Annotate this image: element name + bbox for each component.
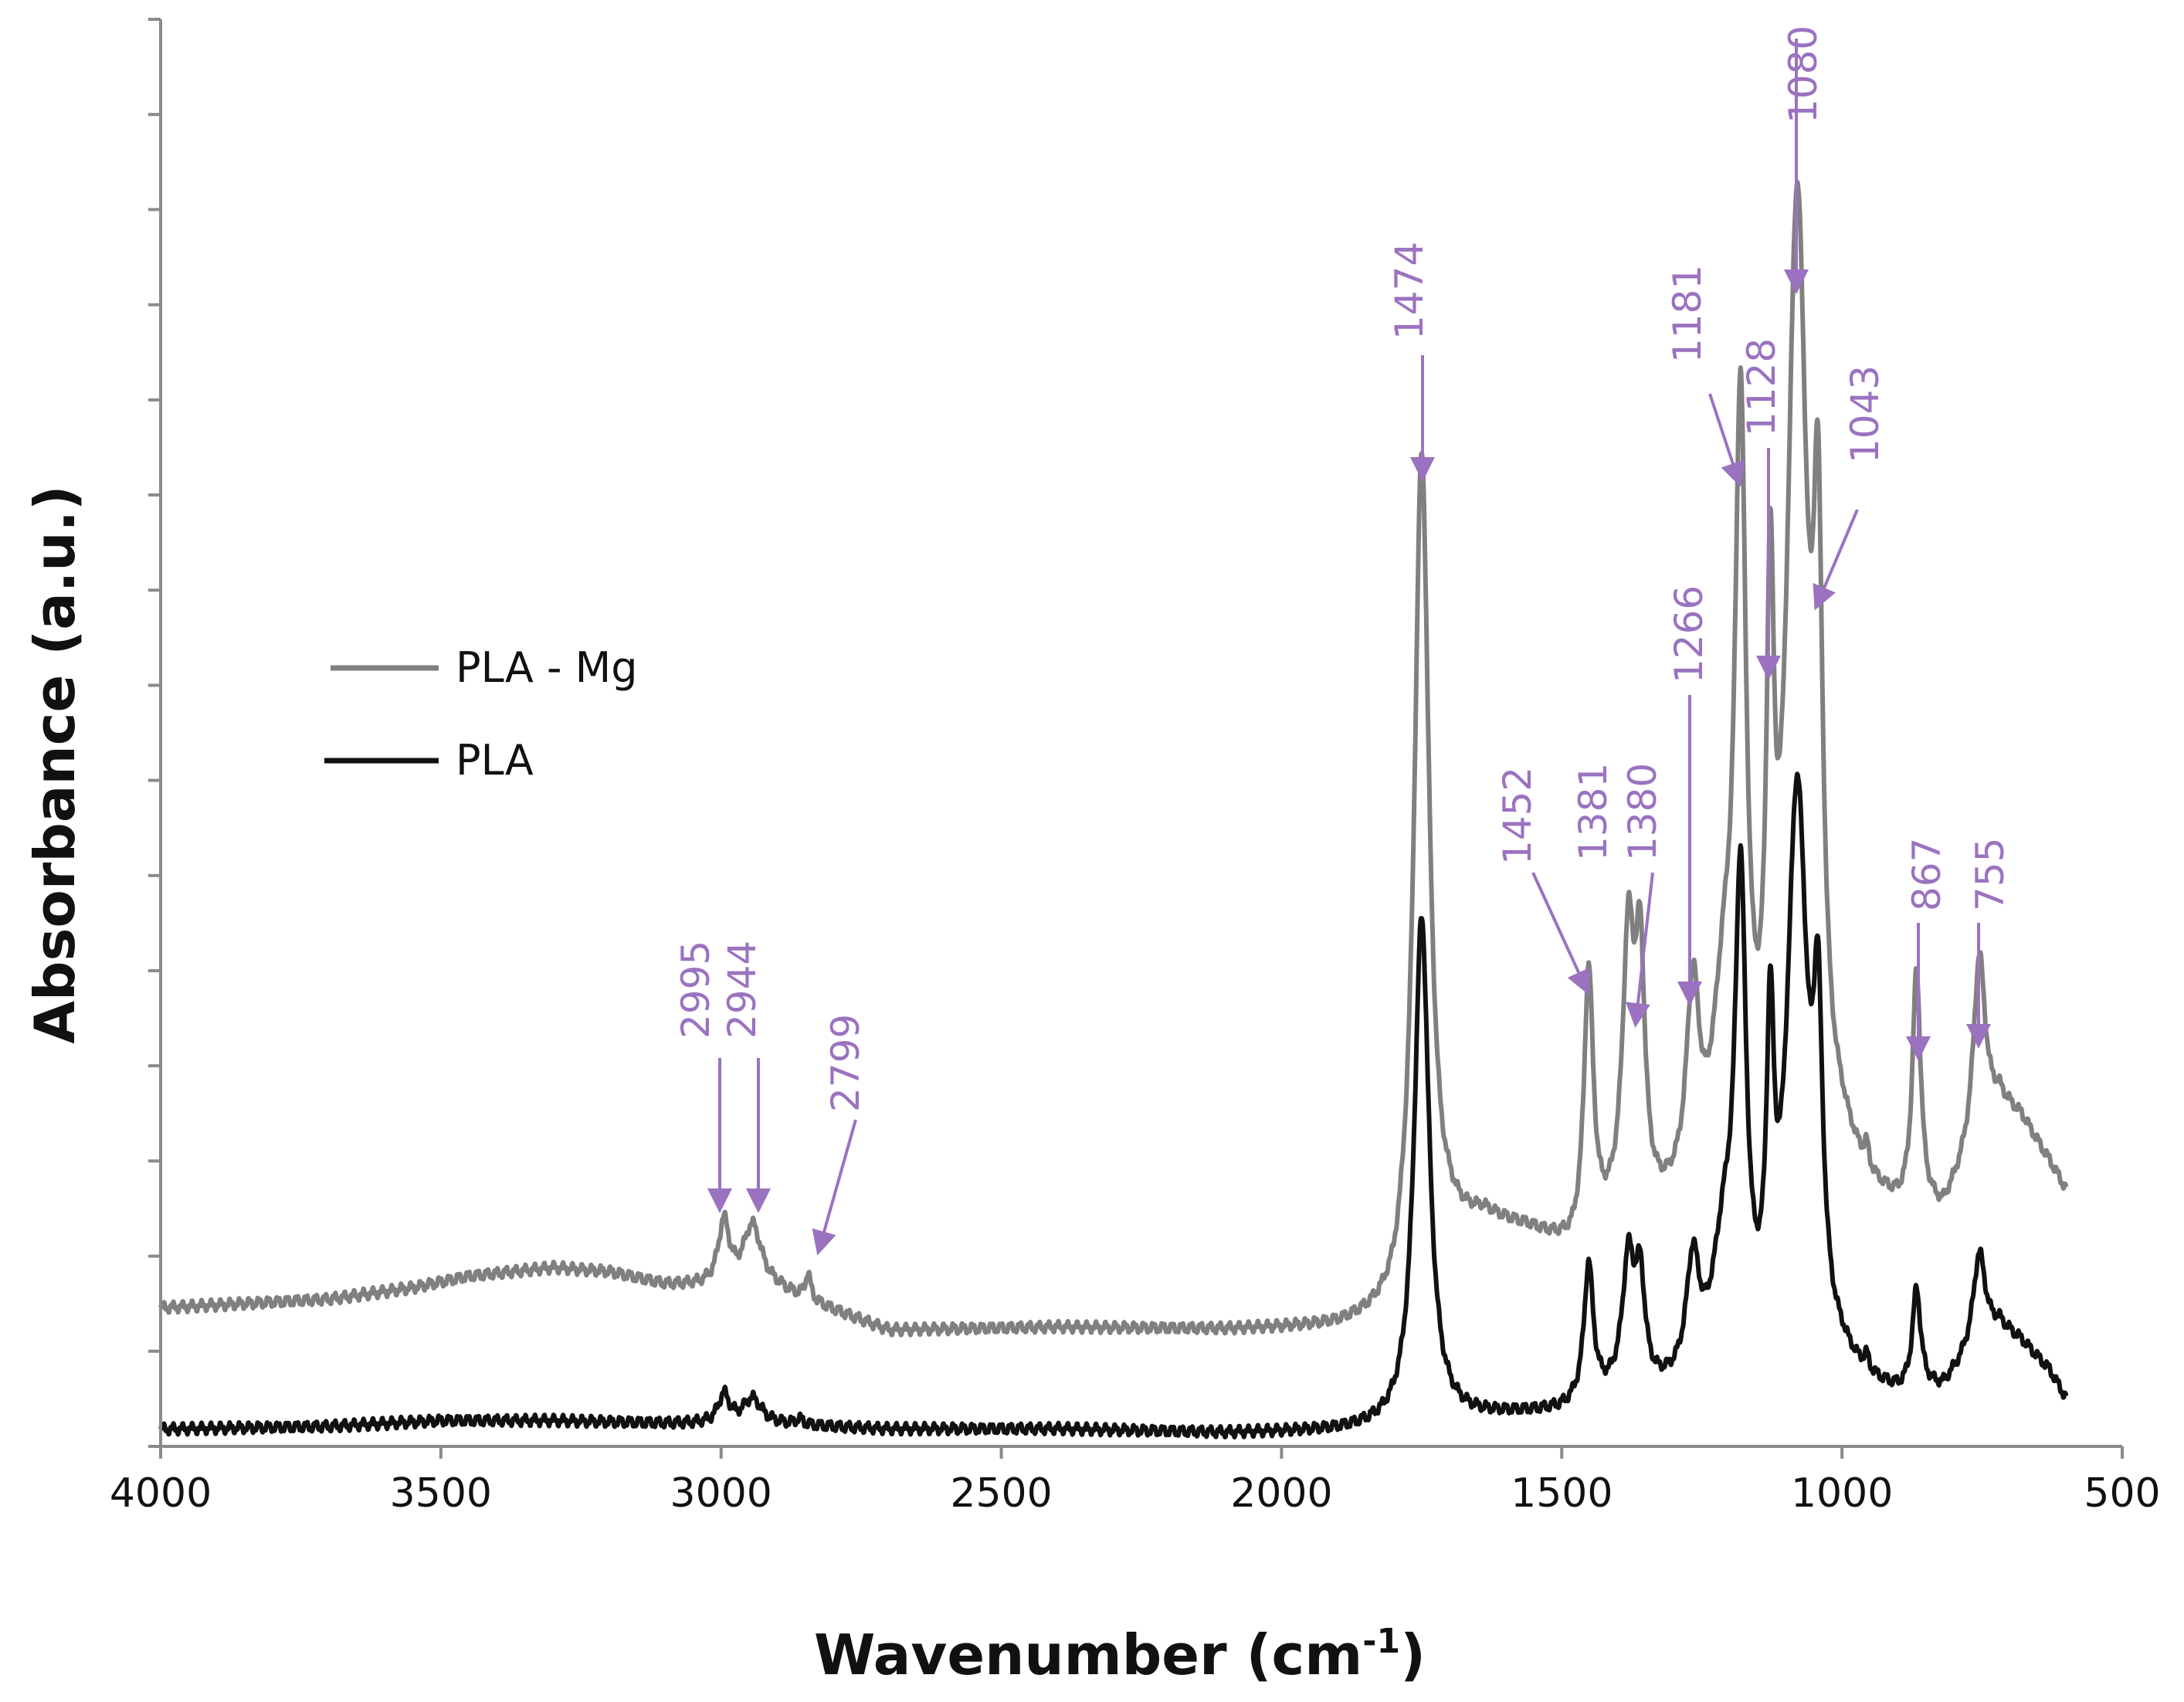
x-tick-label: 4000 — [110, 1470, 212, 1517]
annotation-arrow-1043 — [1813, 509, 1859, 611]
x-tick-label: 3500 — [390, 1470, 492, 1517]
annotation-label-1452: 1452 — [1495, 767, 1540, 865]
annotation-label-755: 755 — [1968, 838, 2013, 911]
annotation-label-2944: 2944 — [720, 941, 765, 1039]
series-layer — [158, 179, 2069, 1439]
x-axis-title: Wavenumber (cm-1) — [814, 1622, 1426, 1687]
x-tick-label: 1000 — [1791, 1470, 1893, 1517]
x-axis-title-tail: ) — [1400, 1622, 1426, 1687]
legend-label-pla-mg: PLA - Mg — [456, 643, 638, 692]
series-line-pla-mg — [158, 179, 2069, 1338]
annotation-label-1266: 1266 — [1667, 585, 1711, 683]
annotation-arrow-1452 — [1531, 872, 1590, 995]
x-tick-label: 500 — [2084, 1470, 2160, 1517]
annotation-label-1043: 1043 — [1843, 365, 1887, 463]
x-axis-title-sup: -1 — [1362, 1622, 1400, 1661]
peak-annotations: 2995 2944 2799 1474 1452 1381 1380 1266 1181 1128… — [673, 25, 2013, 1256]
series-line-pla — [158, 771, 2069, 1439]
annotation-label-1380: 1380 — [1620, 763, 1665, 861]
x-tick-label: 2000 — [1230, 1470, 1332, 1517]
annotation-label-2995: 2995 — [673, 941, 718, 1039]
legend: PLA - Mg PLA — [324, 643, 638, 785]
annotation-label-1474: 1474 — [1387, 242, 1432, 340]
annotation-label-867: 867 — [1904, 838, 1949, 911]
x-tick-label: 1500 — [1511, 1470, 1613, 1517]
annotation-label-1181: 1181 — [1665, 265, 1710, 363]
axes — [159, 19, 2122, 1448]
legend-label-pla: PLA — [456, 736, 534, 785]
annotation-label-1128: 1128 — [1739, 338, 1784, 436]
annotation-label-1381: 1381 — [1571, 763, 1616, 861]
annotation-label-2799: 2799 — [823, 1014, 868, 1112]
x-axis-title-main: Wavenumber (cm — [814, 1622, 1362, 1687]
annotation-arrow-2799 — [812, 1119, 857, 1256]
annotation-label-1080: 1080 — [1781, 25, 1826, 124]
annotation-arrow-1181 — [1708, 393, 1745, 487]
y-axis-title: Absorbance (a.u.) — [22, 485, 87, 1043]
x-tick-label: 2500 — [950, 1470, 1052, 1517]
ticks: 4000 3500 3000 2500 2000 1500 1000 500 — [110, 18, 2161, 1517]
x-tick-label: 3000 — [670, 1470, 772, 1517]
annotation-arrow-1380 — [1626, 872, 1654, 1028]
